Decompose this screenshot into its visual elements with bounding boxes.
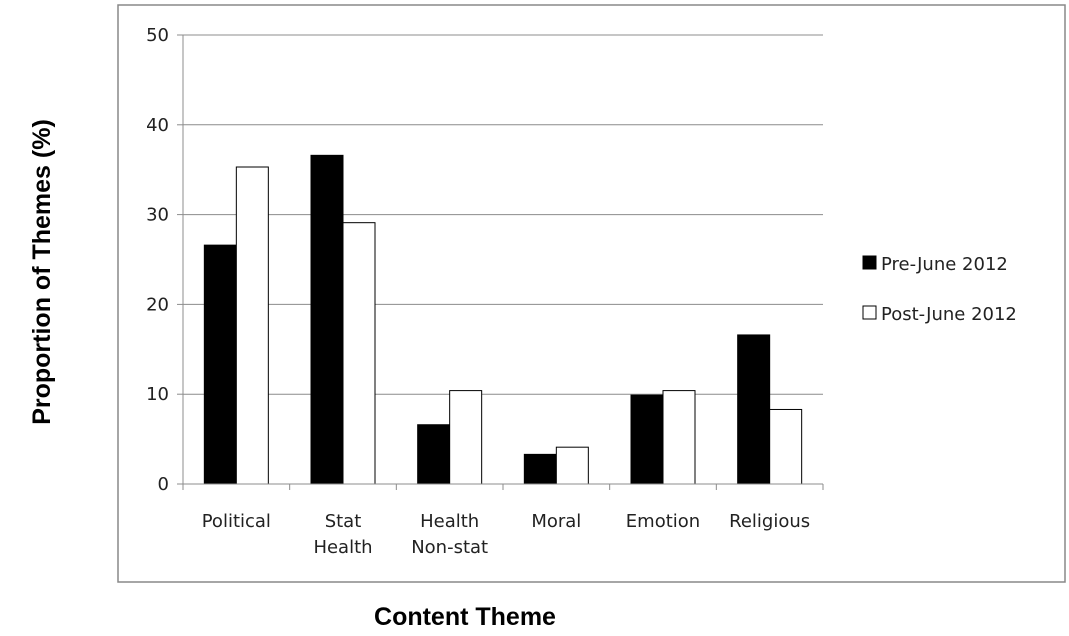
bar — [555, 446, 589, 485]
chart-frame — [117, 4, 1066, 583]
category-label: Health — [420, 511, 479, 532]
y-tick-label: 40 — [146, 115, 169, 136]
x-axis-title: Content Theme — [374, 603, 556, 631]
category-label: Political — [202, 511, 271, 532]
x-axis-ticks — [182, 484, 824, 490]
bar — [342, 222, 376, 485]
grid-lines — [183, 34, 823, 395]
y-tick-label: 0 — [158, 474, 169, 495]
category-label: Non-stat — [411, 537, 488, 558]
bar — [769, 408, 803, 485]
y-axis-ticks: 0 10 20 30 40 50 — [146, 25, 183, 495]
y-tick-label: 10 — [146, 384, 169, 405]
y-tick-label: 50 — [146, 25, 169, 46]
legend-label: Post-June 2012 — [881, 304, 1017, 325]
category-label: Emotion — [626, 511, 700, 532]
category-label: Moral — [531, 511, 581, 532]
y-tick-label: 20 — [146, 294, 169, 315]
y-axis-title: Proportion of Themes (%) — [28, 119, 56, 425]
category-label: Religious — [729, 511, 810, 532]
legend-swatch — [862, 305, 877, 320]
bar — [235, 166, 269, 485]
category-label: Stat — [325, 511, 362, 532]
bar — [203, 244, 237, 485]
bar — [523, 453, 557, 485]
legend-swatch — [862, 255, 877, 270]
bar — [630, 394, 664, 485]
category-labels: Political Stat Health Health Non-stat Moral Em… — [202, 511, 810, 558]
legend-label: Pre-June 2012 — [881, 254, 1008, 275]
legend: Pre-June 2012 Post-June 2012 — [862, 254, 1017, 325]
bar — [310, 154, 344, 485]
category-label: Health — [313, 537, 372, 558]
bar — [737, 334, 771, 485]
bar — [662, 390, 696, 485]
bar — [417, 424, 451, 485]
bar — [449, 390, 483, 485]
bars — [203, 154, 803, 485]
y-tick-label: 30 — [146, 205, 169, 226]
